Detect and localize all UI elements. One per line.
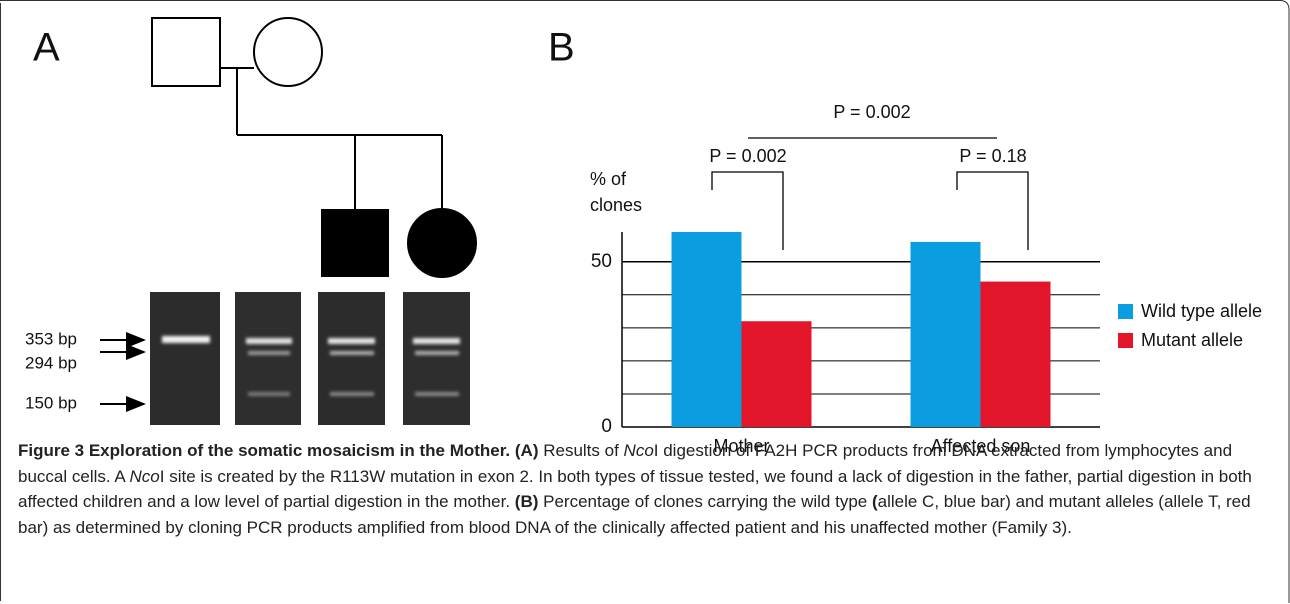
y-tick-label: 0 <box>601 416 612 437</box>
bracket <box>957 172 1028 250</box>
panel-label: B <box>548 26 575 70</box>
bar <box>742 321 812 427</box>
legend-label: Wild type allele <box>1141 301 1262 321</box>
p-value: P = 0.002 <box>833 102 910 122</box>
gel <box>150 292 470 425</box>
band-label: 353 bp <box>25 329 77 348</box>
gel-band <box>248 392 290 396</box>
caption-run: Percentage of clones carrying the wild t… <box>538 492 872 511</box>
gel-lane <box>150 292 220 425</box>
caption-run: Figure 3 Exploration of the somatic mosa… <box>18 441 510 460</box>
p-value: P = 0.002 <box>709 146 786 166</box>
caption: Figure 3 Exploration of the somatic mosa… <box>18 438 1276 540</box>
caption-run: Nco <box>624 441 654 460</box>
y-tick-label: 50 <box>591 251 612 272</box>
caption-run: Nco <box>130 467 160 486</box>
gel-band <box>248 351 290 355</box>
gel-band <box>415 392 459 396</box>
legend-swatch <box>1118 304 1133 319</box>
gel-band <box>330 392 374 396</box>
gel-lane <box>403 292 470 425</box>
affected-son-symbol <box>322 210 388 276</box>
gel-band <box>246 338 292 344</box>
figure-page: A 35 <box>0 0 1290 604</box>
bar <box>672 232 742 427</box>
legend-label: Mutant allele <box>1141 330 1243 350</box>
gel-band <box>328 338 375 344</box>
gel-band <box>413 338 460 344</box>
y-axis-label: clones <box>590 195 642 215</box>
p-value: P = 0.18 <box>959 146 1026 166</box>
panel-label: A <box>33 26 60 70</box>
gel-lane <box>318 292 385 425</box>
band-label: 294 bp <box>25 353 77 372</box>
caption-run: (A) <box>515 441 539 460</box>
bar <box>981 282 1051 427</box>
legend-swatch <box>1118 333 1133 348</box>
band-label: 150 bp <box>25 393 77 412</box>
gel-band <box>415 351 459 355</box>
bar <box>911 242 981 427</box>
father-symbol <box>152 18 220 86</box>
gel-arrows <box>100 340 144 404</box>
pedigree <box>152 18 476 277</box>
gel-band <box>162 336 210 343</box>
caption-run: (B) <box>515 492 539 511</box>
caption-run: Results of <box>539 441 624 460</box>
y-axis-label: % of <box>590 169 627 189</box>
affected-daughter-symbol <box>408 209 476 277</box>
gel-lane <box>235 292 301 425</box>
gel-band <box>330 351 374 355</box>
mother-symbol <box>254 18 322 86</box>
